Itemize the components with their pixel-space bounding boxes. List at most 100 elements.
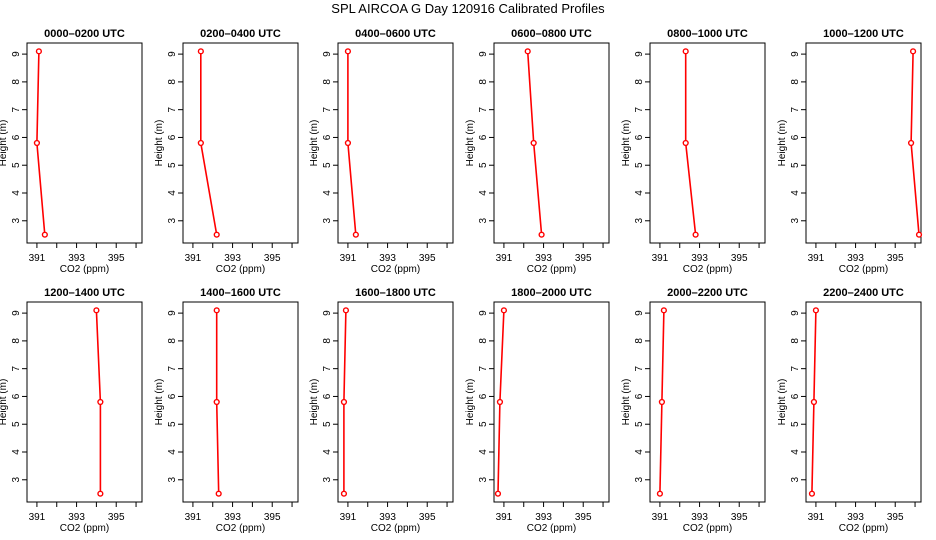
plot-frame	[26, 42, 143, 244]
y-tick-label: 9	[11, 51, 22, 57]
figure-title: SPL AIRCOA G Day 120916 Calibrated Profi…	[331, 1, 605, 16]
x-axis-label: CO2 (ppm)	[216, 523, 265, 534]
data-point	[215, 490, 222, 497]
y-tick-label: 5	[167, 162, 178, 168]
y-tick-label: 6	[167, 393, 178, 399]
x-tick-label: 395	[575, 512, 592, 523]
y-tick-label: 8	[322, 338, 333, 344]
data-point	[656, 490, 664, 497]
y-tick-label: 4	[322, 449, 333, 455]
x-tick-label: 393	[691, 253, 708, 264]
x-tick-label: 395	[108, 512, 125, 523]
y-tick-label: 5	[322, 162, 333, 168]
x-tick-label: 391	[340, 512, 357, 523]
data-point	[660, 307, 667, 314]
panel-title: 1800–2000 UTC	[511, 287, 592, 299]
data-point	[197, 139, 204, 147]
y-axis-label: Height (m)	[465, 379, 476, 426]
x-axis-label: CO2 (ppm)	[216, 264, 265, 275]
y-tick-label: 6	[322, 134, 333, 140]
x-tick-label: 391	[29, 253, 46, 264]
x-tick-label: 395	[108, 253, 125, 264]
x-axis-label: CO2 (ppm)	[60, 523, 109, 534]
y-tick-label: 9	[634, 310, 645, 316]
data-point	[33, 139, 41, 147]
y-tick-label: 3	[11, 477, 22, 483]
y-tick-label: 9	[790, 310, 801, 316]
data-point	[97, 398, 104, 406]
x-tick-label: 391	[340, 253, 357, 264]
y-tick-label: 3	[11, 218, 22, 224]
y-tick-label: 6	[634, 134, 645, 140]
data-point	[915, 231, 923, 238]
panel-title: 2200–2400 UTC	[823, 287, 904, 299]
data-point	[340, 490, 348, 497]
y-tick-label: 8	[790, 338, 801, 344]
x-axis-label: CO2 (ppm)	[683, 264, 732, 275]
y-tick-label: 3	[478, 477, 489, 483]
y-tick-label: 7	[634, 106, 645, 112]
x-tick-label: 395	[731, 512, 748, 523]
y-axis-label: Height (m)	[777, 120, 788, 167]
x-tick-label: 395	[575, 253, 592, 264]
y-axis-label: Height (m)	[621, 120, 632, 167]
y-tick-label: 5	[634, 162, 645, 168]
data-point	[658, 398, 665, 406]
y-tick-label: 9	[167, 51, 178, 57]
data-point	[682, 139, 689, 147]
y-tick-label: 5	[478, 162, 489, 168]
y-tick-label: 3	[167, 218, 178, 224]
y-tick-label: 6	[11, 134, 22, 140]
y-tick-label: 6	[790, 134, 801, 140]
y-tick-label: 3	[634, 477, 645, 483]
x-tick-label: 393	[379, 512, 396, 523]
y-tick-label: 8	[167, 79, 178, 85]
panel-title: 1000–1200 UTC	[823, 28, 904, 40]
y-tick-label: 7	[478, 106, 489, 112]
x-tick-label: 393	[379, 253, 396, 264]
plot-frame	[805, 301, 922, 503]
y-tick-label: 8	[11, 338, 22, 344]
y-tick-label: 6	[478, 393, 489, 399]
y-tick-label: 7	[167, 106, 178, 112]
y-tick-label: 7	[11, 365, 22, 371]
y-tick-label: 7	[790, 365, 801, 371]
x-tick-label: 395	[264, 253, 281, 264]
y-tick-label: 6	[478, 134, 489, 140]
plot-frame	[649, 42, 766, 244]
x-axis-label: CO2 (ppm)	[683, 523, 732, 534]
plot-frame	[493, 42, 610, 244]
y-tick-label: 3	[790, 218, 801, 224]
y-tick-label: 8	[322, 79, 333, 85]
x-tick-label: 391	[808, 512, 825, 523]
y-tick-label: 5	[790, 162, 801, 168]
x-tick-label: 391	[185, 253, 202, 264]
y-axis-label: Height (m)	[309, 379, 320, 426]
y-tick-label: 5	[322, 421, 333, 427]
y-tick-label: 8	[634, 79, 645, 85]
x-tick-label: 395	[887, 512, 904, 523]
x-tick-label: 395	[419, 512, 436, 523]
x-tick-label: 393	[68, 253, 85, 264]
plot-frame	[26, 301, 143, 503]
y-tick-label: 3	[322, 477, 333, 483]
y-tick-label: 4	[478, 449, 489, 455]
y-axis-label: Height (m)	[621, 379, 632, 426]
panel-title: 0800–1000 UTC	[667, 28, 748, 40]
data-point	[494, 490, 502, 497]
panel-title: 1200–1400 UTC	[44, 287, 125, 299]
y-tick-label: 9	[322, 51, 333, 57]
data-point	[41, 231, 48, 238]
y-tick-label: 7	[167, 365, 178, 371]
x-tick-label: 391	[185, 512, 202, 523]
data-point	[197, 48, 204, 55]
panel-title: 1600–1800 UTC	[355, 287, 436, 299]
x-axis-label: CO2 (ppm)	[527, 264, 576, 275]
y-axis-label: Height (m)	[309, 120, 320, 167]
panel-title: 1400–1600 UTC	[200, 287, 281, 299]
data-point	[907, 139, 915, 147]
